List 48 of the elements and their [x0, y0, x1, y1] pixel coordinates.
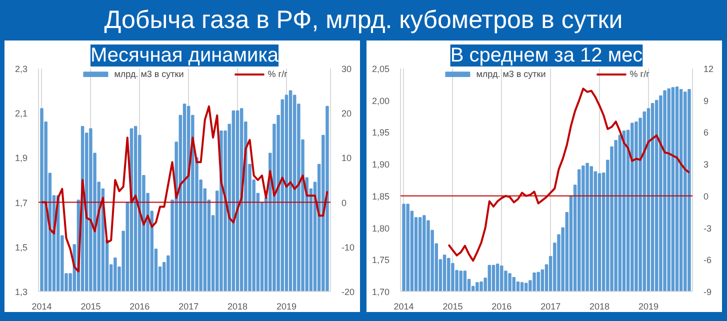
chart-subtitle: Месячная динамика	[90, 44, 280, 66]
y2-tick-label: 9	[704, 96, 709, 106]
y2-tick-label: -9	[704, 287, 712, 297]
y-tick-label: 1,3	[14, 287, 28, 297]
y-tick-label: 1,75	[372, 255, 390, 266]
y2-tick-label: -6	[704, 255, 712, 266]
legend-label: млрд. м3 в сутки	[476, 69, 546, 79]
x-tick-label: 2017	[540, 302, 561, 312]
x-tick-label: 2019	[638, 302, 658, 312]
y2-tick-label: 0	[342, 198, 347, 208]
chart-subtitle: В среднем за 12 мес	[450, 44, 643, 66]
y-tick-label: 2,05	[372, 64, 390, 74]
y2-tick-label: 10	[342, 153, 352, 164]
y-tick-label: 2,1	[14, 108, 28, 119]
y-tick-label: 1,80	[372, 223, 390, 234]
y-tick-label: 2,3	[14, 64, 28, 74]
y2-tick-label: -3	[704, 223, 712, 234]
y2-tick-label: 6	[704, 128, 709, 138]
x-tick-label: 2016	[492, 302, 512, 312]
y2-tick-label: 0	[704, 191, 709, 202]
x-tick-label: 2015	[80, 302, 101, 312]
y2-tick-label: 30	[342, 64, 352, 74]
y-tick-label: 1,7	[14, 198, 28, 208]
y2-tick-label: -10	[342, 242, 355, 252]
x-tick-label: 2017	[178, 302, 199, 312]
y-tick-label: 1,90	[372, 160, 390, 170]
y-tick-label: 2,00	[372, 96, 390, 106]
x-tick-label: 2014	[32, 302, 52, 312]
y2-tick-label: -20	[342, 287, 355, 297]
y-tick-label: 1,95	[372, 128, 390, 138]
legend-label: млрд. м3 в сутки	[114, 69, 184, 79]
y2-tick-label: 3	[704, 160, 709, 170]
y-tick-label: 1,5	[14, 242, 28, 252]
y-tick-label: 1,85	[372, 191, 390, 202]
chart-title: Добыча газа в РФ, млрд. кубометров в сутки	[104, 5, 623, 36]
legend-label: % г/г	[268, 69, 288, 79]
y2-tick-label: 20	[342, 108, 352, 119]
x-tick-label: 2016	[130, 302, 150, 312]
x-tick-label: 2014	[394, 302, 414, 312]
x-tick-label: 2019	[276, 302, 296, 312]
y-tick-label: 1,70	[372, 287, 390, 297]
y2-tick-label: 12	[704, 64, 714, 74]
x-tick-label: 2015	[442, 302, 463, 312]
y-tick-label: 1,9	[14, 153, 28, 164]
legend-label: % г/г	[630, 69, 650, 79]
line-series	[40, 105, 328, 272]
x-tick-label: 2018	[228, 302, 248, 312]
x-tick-label: 2018	[590, 302, 610, 312]
